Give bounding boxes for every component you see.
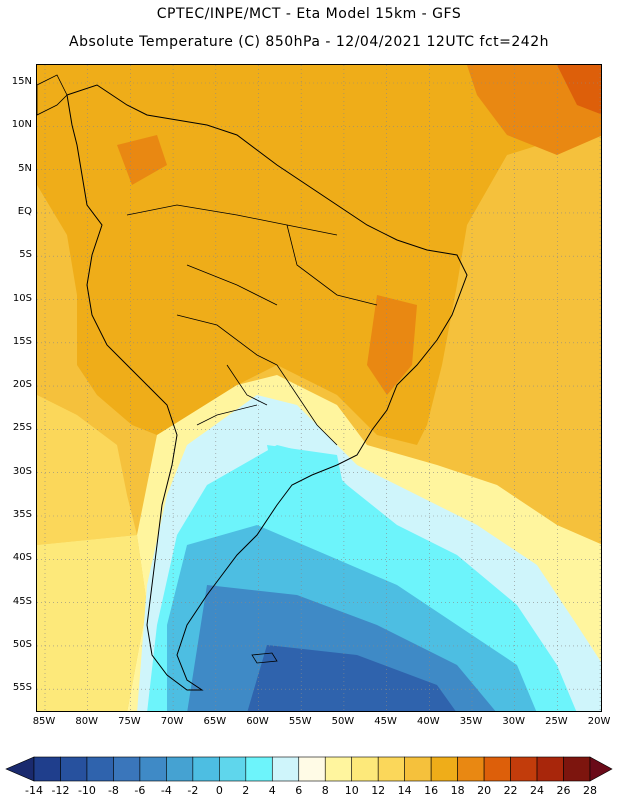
colorbar-swatch: [430, 756, 458, 782]
colorbar-label: -14: [25, 784, 43, 797]
lat-label: 40S: [12, 552, 32, 564]
lon-label: 55W: [288, 716, 312, 727]
lon-label: 25W: [545, 716, 568, 727]
lat-label: 15N: [11, 76, 32, 87]
falkland-islands-outline: [251, 652, 278, 664]
temperature-map: [36, 64, 602, 712]
lon-label: 35W: [459, 716, 483, 727]
colorbar-swatch: [510, 756, 538, 782]
lat-lon-grid: [37, 65, 601, 711]
colorbar-swatch: [457, 756, 485, 782]
lon-label: 80W: [75, 716, 98, 727]
lat-label: 30S: [12, 465, 32, 477]
colorbar-label: 18: [450, 784, 465, 797]
country-borders: [126, 204, 378, 446]
colorbar-swatch: [404, 756, 432, 782]
field-hottest-patch: [557, 65, 601, 115]
colorbar-label: 26: [556, 784, 571, 797]
colorbar-swatches: [5, 756, 613, 782]
lon-label: 40W: [416, 716, 440, 727]
colorbar-label: -10: [77, 784, 96, 797]
colorbar-swatch: [166, 756, 194, 782]
map-title-line2: Absolute Temperature (C) 850hPa - 12/04/…: [69, 34, 549, 50]
lon-label: 60W: [246, 716, 269, 727]
lat-label: 10N: [11, 119, 32, 131]
colorbar-label: -2: [187, 784, 199, 797]
field-hot-brazil: [367, 295, 417, 395]
colorbar-swatch: [563, 756, 591, 782]
colorbar-label: 8: [321, 784, 329, 797]
colorbar-swatch: [245, 756, 273, 782]
colorbar-over-arrow: [589, 756, 613, 782]
lat-label: 15S: [12, 335, 32, 347]
colorbar-swatch: [33, 756, 61, 782]
field-cold-uruguay: [267, 445, 347, 525]
lat-label: EQ: [17, 205, 32, 217]
colorbar-swatch: [271, 756, 300, 782]
field-pacific-south: [37, 535, 147, 711]
lon-label: 75W: [118, 716, 141, 727]
central-america-outline: [37, 74, 68, 116]
colorbar-label: -8: [107, 784, 119, 797]
colorbar-label: 12: [371, 784, 386, 797]
lon-label: 30W: [502, 716, 525, 727]
colorbar-swatch: [483, 756, 511, 782]
colorbar-swatch: [377, 756, 405, 782]
colorbar-label: -4: [160, 784, 172, 797]
lat-label: 5S: [19, 249, 32, 261]
colorbar-swatch: [536, 756, 564, 782]
colorbar-label: 4: [268, 784, 276, 797]
colorbar-label: 14: [397, 784, 412, 797]
colorbar-label: 28: [583, 784, 597, 797]
colorbar-label: 0: [215, 784, 223, 797]
lat-label: 55S: [12, 682, 32, 694]
colorbar-under-arrow: [5, 756, 35, 782]
map-title-line1: CPTEC/INPE/MCT - Eta Model 15km - GFS: [156, 6, 462, 22]
field-cool-pacific: [37, 395, 137, 545]
lon-label: 20W: [587, 716, 611, 727]
colorbar-label: 22: [503, 784, 518, 797]
colorbar-label: 10: [344, 784, 359, 797]
field-coldest: [247, 645, 456, 711]
field-warm-continent: [37, 65, 601, 445]
colorbar-swatch: [192, 756, 220, 782]
colorbar-swatch: [219, 756, 247, 782]
south-america-coastline: [66, 84, 468, 691]
lat-label: 50S: [12, 638, 32, 650]
lat-label: 20S: [12, 379, 32, 391]
temperature-field: [37, 65, 601, 711]
lon-label: 65W: [203, 716, 227, 727]
lon-label: 45W: [374, 716, 397, 727]
colorbar-swatch: [86, 756, 114, 782]
lon-label: 50W: [331, 716, 355, 727]
lon-label: 70W: [160, 716, 184, 727]
colorbar-swatch: [351, 756, 379, 782]
colorbar-label: -6: [134, 784, 146, 797]
colorbar-label: 2: [242, 784, 250, 797]
field-hot-andes-north: [117, 135, 167, 185]
field-hot-atlantic: [467, 65, 601, 155]
colorbar-label: 24: [530, 784, 545, 797]
colorbar-swatch: [113, 756, 141, 782]
colorbar-label: -12: [51, 784, 70, 797]
colorbar-swatch: [324, 756, 353, 782]
lat-label: 5N: [18, 162, 32, 174]
lat-label: 45S: [12, 595, 32, 607]
lon-label: 85W: [32, 716, 56, 727]
lat-label: 10S: [12, 292, 32, 304]
colorbar-swatch: [139, 756, 167, 782]
colorbar-label: 20: [477, 784, 492, 797]
colorbar-swatch: [60, 756, 88, 782]
lat-label: 25S: [12, 422, 32, 434]
colorbar: [5, 756, 613, 782]
colorbar-swatch: [298, 756, 326, 782]
colorbar-label: 6: [295, 784, 303, 797]
lat-label: 35S: [12, 509, 32, 520]
colorbar-label: 16: [424, 784, 439, 797]
